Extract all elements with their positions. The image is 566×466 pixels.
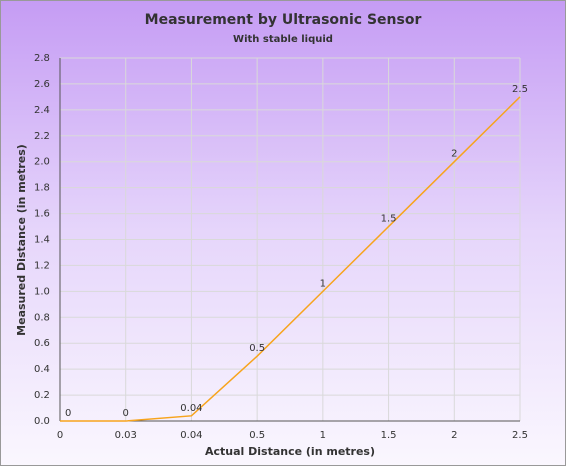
data-label: 1 <box>320 278 326 289</box>
y-tick-label: 2.8 <box>34 53 50 64</box>
y-tick-label: 2.0 <box>34 157 50 168</box>
x-tick-label: 0.04 <box>180 430 202 441</box>
data-label: 0.5 <box>249 343 265 354</box>
y-tick-label: 2.4 <box>34 105 50 116</box>
y-tick-label: 0.4 <box>34 364 50 375</box>
y-tick-label: 1.4 <box>34 235 50 246</box>
chart-subtitle: With stable liquid <box>233 34 333 45</box>
x-tick-label: 0.5 <box>249 430 265 441</box>
y-tick-label: 2.2 <box>34 131 50 142</box>
y-tick-label: 1.8 <box>34 183 50 194</box>
y-tick-label: 0.0 <box>34 416 50 427</box>
data-label: 2.5 <box>512 84 528 95</box>
x-tick-label: 0.03 <box>115 430 137 441</box>
data-label: 0 <box>65 408 71 419</box>
data-label: 2 <box>451 149 457 160</box>
x-axis-label: Actual Distance (in metres) <box>205 445 375 458</box>
y-tick-label: 1.0 <box>34 286 50 297</box>
data-label: 0 <box>123 408 129 419</box>
y-tick-label: 1.6 <box>34 209 50 220</box>
data-label: 1.5 <box>381 214 397 225</box>
data-label: 0.04 <box>180 403 202 414</box>
data-line <box>60 96 521 422</box>
x-tick-label: 2.5 <box>512 430 528 441</box>
y-tick-label: 0.2 <box>34 390 50 401</box>
x-tick-label: 1 <box>320 430 326 441</box>
y-tick-label: 0.8 <box>34 312 50 323</box>
x-tick-label: 1.5 <box>381 430 397 441</box>
y-axis-label: Measured Distance (in metres) <box>15 144 28 336</box>
x-tick-label: 0 <box>57 430 63 441</box>
y-tick-label: 2.6 <box>34 79 50 90</box>
y-tick-label: 0.6 <box>34 338 50 349</box>
chart-title: Measurement by Ultrasonic Sensor <box>145 12 422 28</box>
x-tick-label: 2 <box>451 430 457 441</box>
y-tick-label: 1.2 <box>34 260 50 271</box>
